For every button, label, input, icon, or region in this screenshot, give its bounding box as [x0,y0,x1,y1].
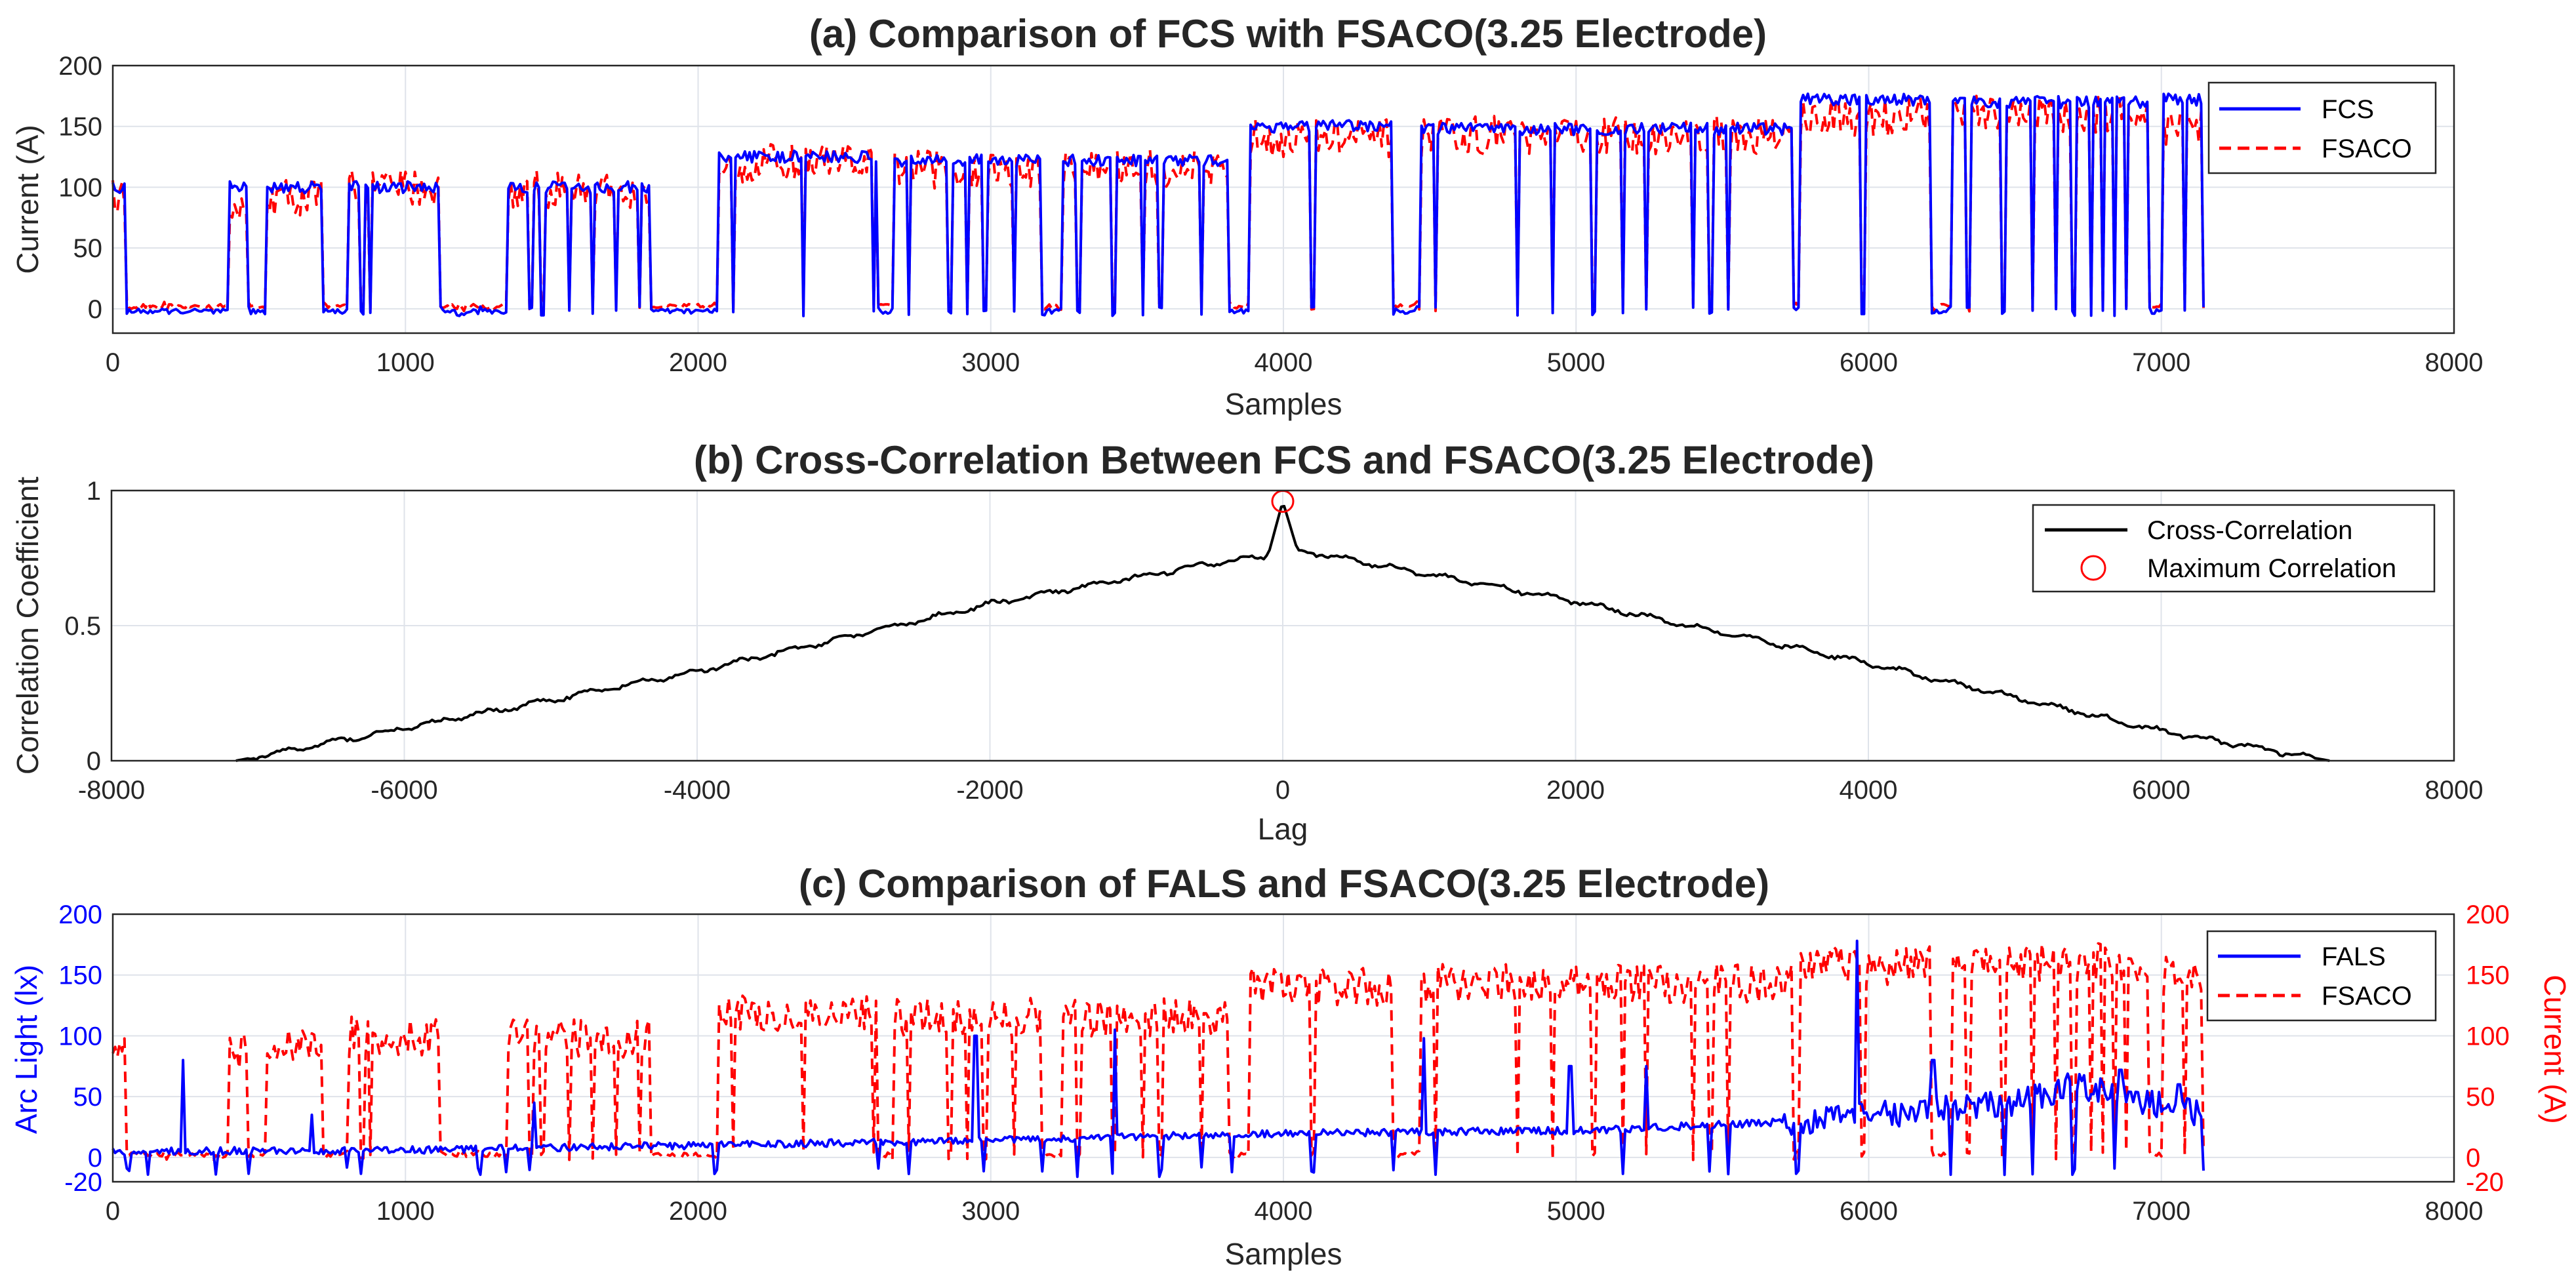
x-tick-label: 4000 [1255,348,1313,377]
x-tick-label: -4000 [664,776,731,805]
x-tick-label: -8000 [78,776,145,805]
panel-a-legend: FCS FSACO [2207,81,2437,174]
x-tick-label: 0 [106,1197,120,1226]
panel-c-plot-area [111,939,2205,1178]
x-tick-label: 0 [106,348,120,377]
panel-c-legend: FALS FSACO [2206,930,2437,1022]
y-tick-label-right: 100 [2466,1022,2510,1051]
x-tick-label: 4000 [1840,776,1898,805]
x-tick-label: 3000 [961,348,1020,377]
y-tick-label: 0 [87,747,101,776]
panel-a-legend-box [2207,81,2437,174]
y-tick-label: 1 [87,477,101,506]
x-tick-label: 8000 [2425,348,2484,377]
x-tick-label: 1000 [376,1197,435,1226]
x-tick-label: 2000 [1546,776,1605,805]
x-tick-label: -6000 [371,776,437,805]
panel-c-legend-box [2206,930,2437,1022]
panel-b-x-ticks: -8000 -6000 -4000 -2000 0 2000 4000 6000 8000 [78,776,2484,805]
panel-a-legend-fsaco-label: FSACO [2322,134,2412,163]
y-tick-label-right: 0 [2466,1144,2480,1173]
panel-b-legend-max-label: Maximum Correlation [2147,554,2396,583]
cross-correlation-line [235,504,2330,762]
y-tick-label: 100 [58,173,102,202]
panel-a: (a) Comparison of FCS with FSACO(3.25 El… [10,12,2483,421]
x-tick-label: -2000 [956,776,1023,805]
panel-a-y-ticks: 0 50 100 150 200 [58,52,102,324]
y-tick-label: -20 [64,1168,102,1197]
panel-c-y-ticks-left: -200 50 100 150 200 [58,900,102,1197]
x-tick-label: 7000 [2132,1197,2190,1226]
x-tick-label: 5000 [1547,348,1605,377]
x-tick-label: 6000 [2132,776,2190,805]
y-tick-label: 200 [58,52,102,81]
fals-line [111,939,2205,1178]
y-tick-label: 150 [58,113,102,142]
panel-a-x-label: Samples [1225,387,1342,421]
panel-a-title: (a) Comparison of FCS with FSACO(3.25 El… [809,12,1767,56]
panel-c-legend-fals-label: FALS [2322,942,2386,971]
panel-b-y-label: Correlation Coefficient [10,477,45,775]
panel-a-legend-fcs-label: FCS [2322,95,2374,124]
y-tick-label: 150 [58,961,102,990]
panel-b-legend-xcorr-label: Cross-Correlation [2147,516,2352,545]
y-tick-label: 50 [73,234,103,263]
y-tick-label: 0.5 [64,612,101,641]
y-tick-label: 0 [88,1144,102,1173]
y-tick-label: 200 [58,900,102,929]
x-tick-label: 5000 [1547,1197,1605,1226]
panel-c-y-ticks-right: -200 50 100 150 200 [2466,900,2510,1197]
x-tick-label: 3000 [961,1197,1020,1226]
y-tick-label: 100 [58,1022,102,1051]
fsaco-line-c [111,942,2205,1161]
x-tick-label: 1000 [376,348,435,377]
y-tick-label-right: 150 [2466,961,2510,990]
x-tick-label: 4000 [1255,1197,1313,1226]
panel-a-x-ticks: 0 1000 2000 3000 4000 5000 6000 7000 8000 [106,348,2484,377]
panel-c-legend-fsaco-label: FSACO [2322,982,2412,1011]
panel-b-title: (b) Cross-Correlation Between FCS and FS… [694,438,1874,482]
panel-c-y-label-left: Arc Light (lx) [9,965,43,1134]
panel-b-axes-frame [110,489,2455,762]
panel-b-y-ticks: 00.51 [64,477,101,776]
x-tick-label: 8000 [2425,776,2484,805]
panel-c-y-label-right: Current (A) [2538,975,2572,1123]
x-tick-label: 2000 [669,1197,727,1226]
panel-c-axes-frame [111,913,2455,1183]
panel-b: (b) Cross-Correlation Between FCS and FS… [10,438,2483,846]
x-tick-label: 8000 [2425,1197,2484,1226]
panel-c-x-label: Samples [1225,1237,1342,1271]
panel-a-y-label: Current (A) [10,125,45,273]
x-tick-label: 2000 [669,348,727,377]
y-tick-label: 0 [88,295,102,324]
x-tick-label: 0 [1276,776,1290,805]
panel-a-axes-frame [111,64,2455,334]
x-tick-label: 7000 [2132,348,2190,377]
panel-c: (c) Comparison of FALS and FSACO(3.25 El… [9,862,2572,1271]
panel-b-legend-max-marker [2080,555,2106,581]
panel-b-x-label: Lag [1258,812,1308,846]
y-tick-label-right: 50 [2466,1083,2495,1112]
fcs-line [111,92,2205,317]
panel-a-plot-area [111,92,2205,317]
y-tick-label: 50 [73,1083,103,1112]
y-tick-label-right: -20 [2466,1168,2504,1197]
panel-c-x-ticks: 0 1000 2000 3000 4000 5000 6000 7000 8000 [106,1197,2484,1226]
panel-c-title: (c) Comparison of FALS and FSACO(3.25 El… [799,862,1769,906]
panel-b-legend: Cross-Correlation Maximum Correlation [2032,504,2436,593]
x-tick-label: 6000 [1840,348,1898,377]
y-tick-label-right: 200 [2466,900,2510,929]
x-tick-label: 6000 [1840,1197,1898,1226]
